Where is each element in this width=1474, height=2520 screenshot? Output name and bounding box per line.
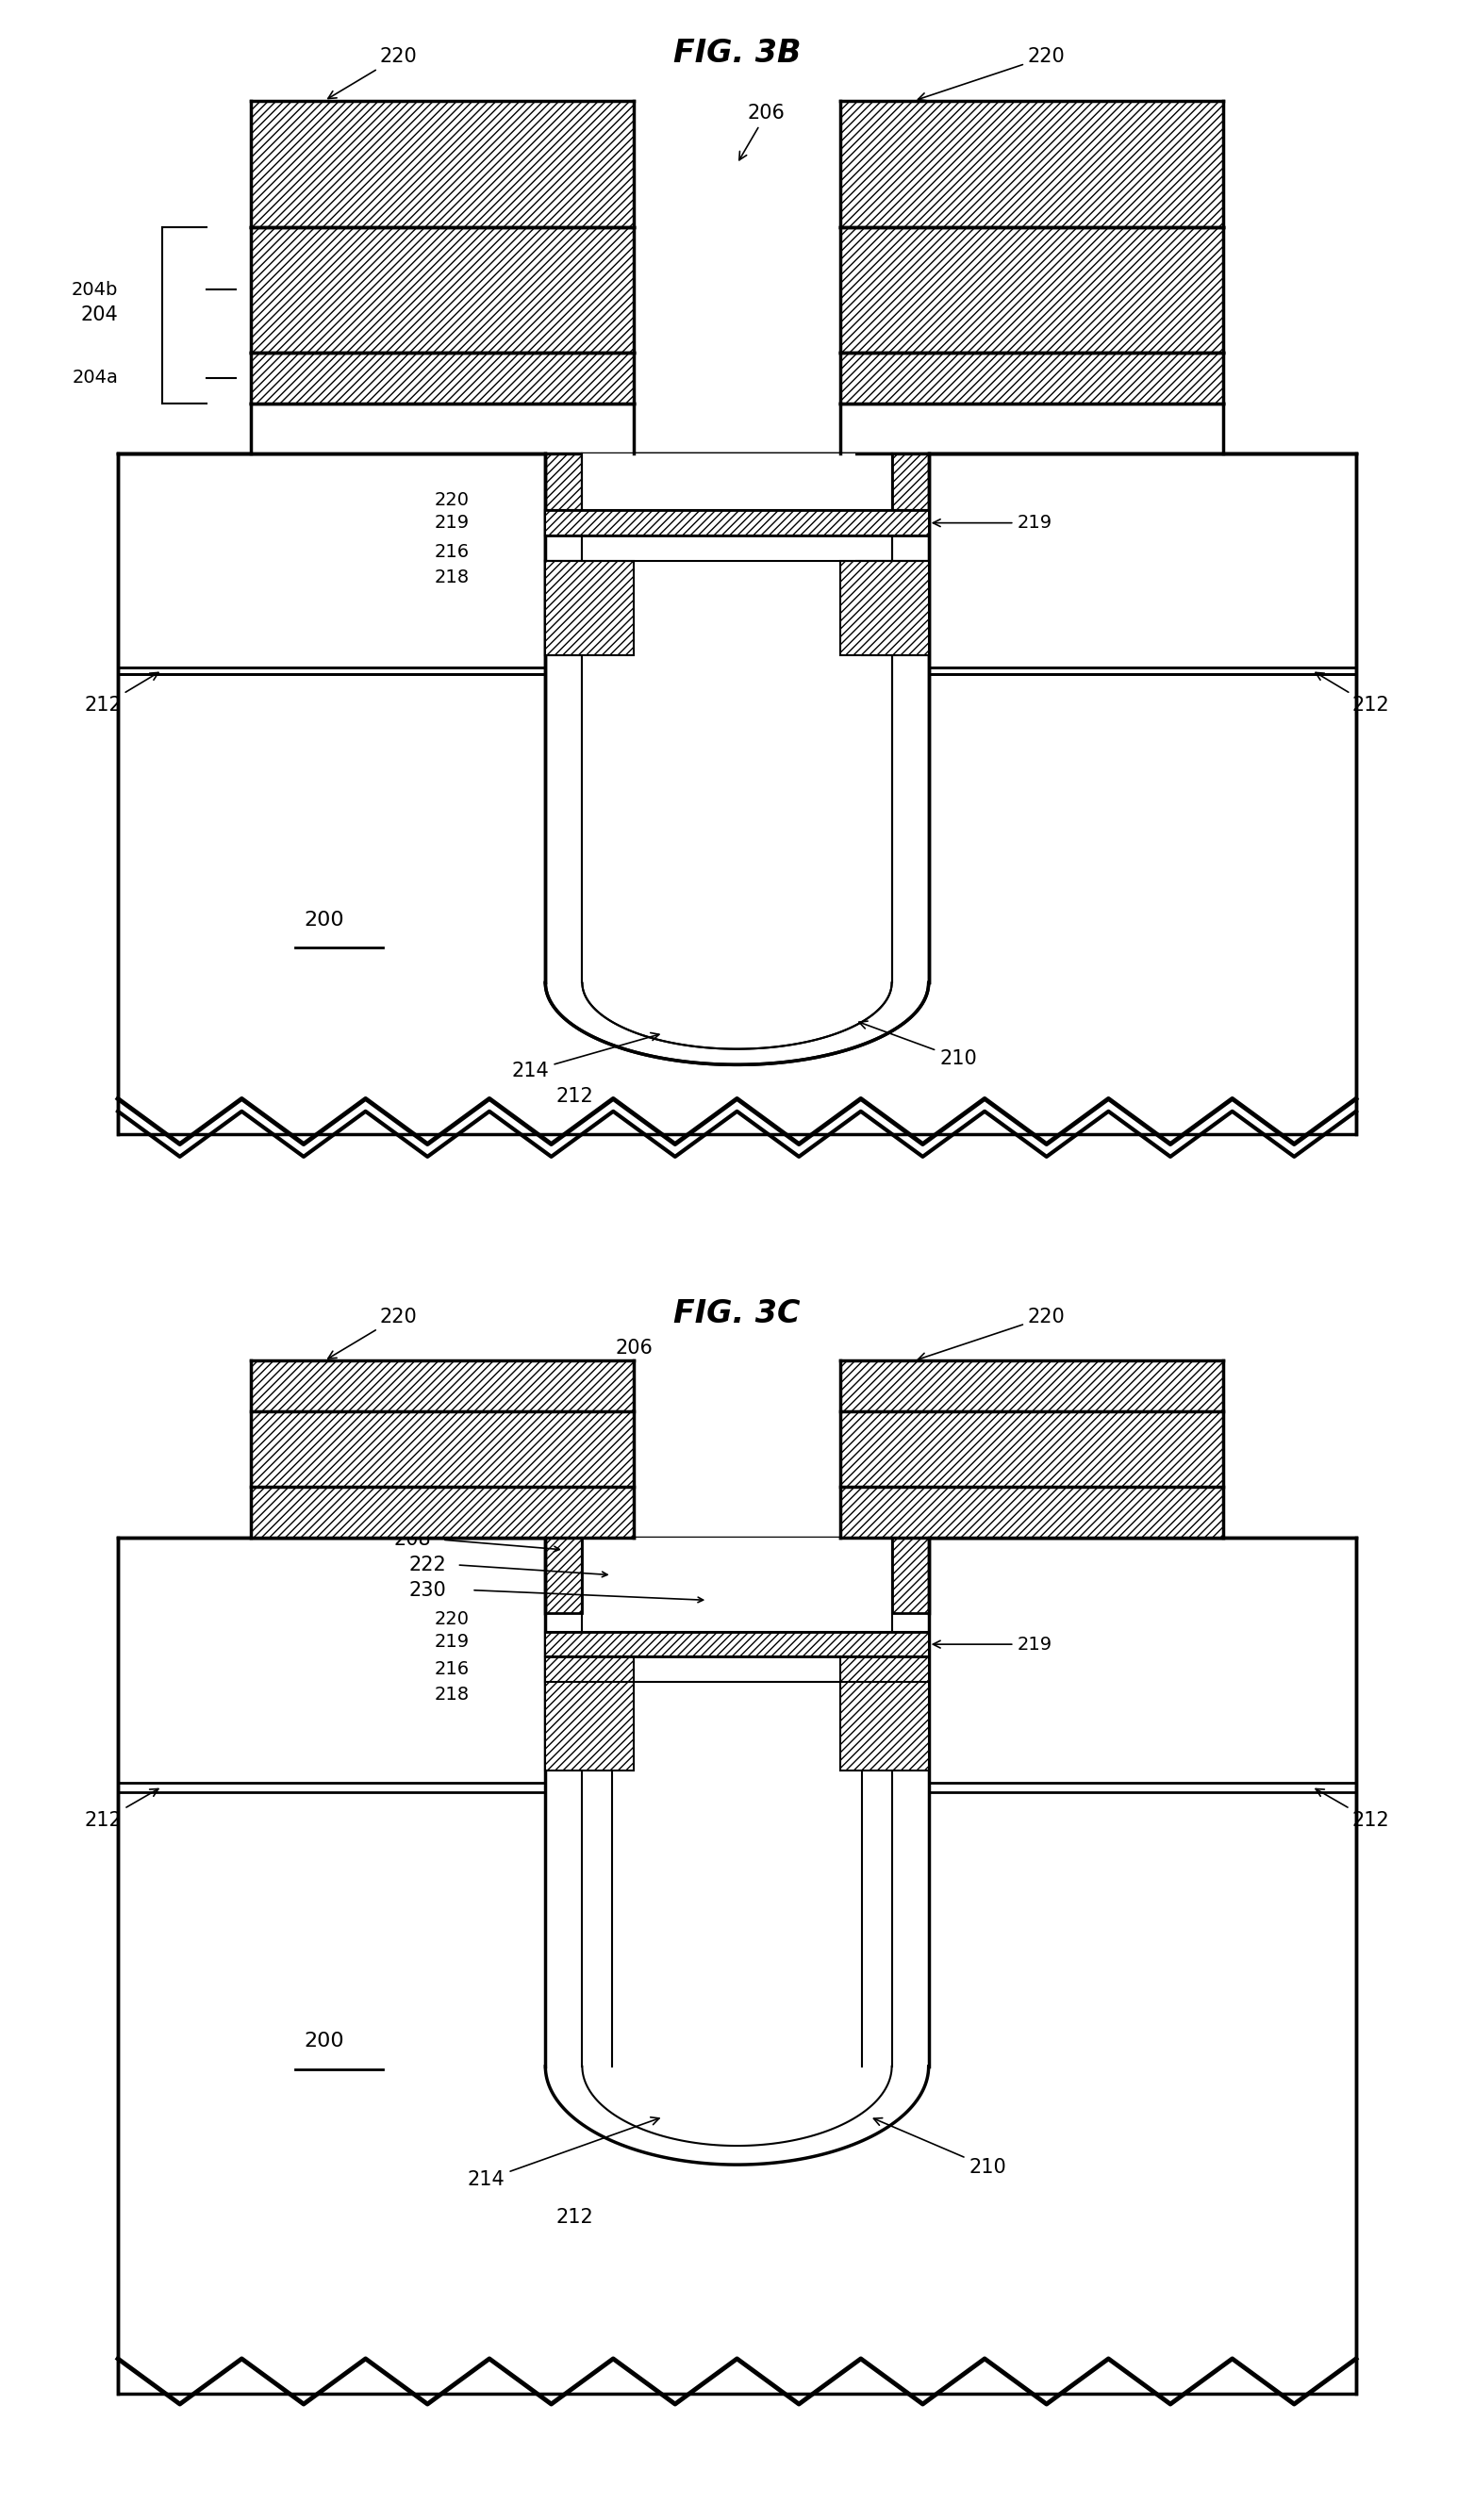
Bar (862, 562, 929, 655)
Bar (840, 101, 1223, 227)
Bar (251, 227, 634, 353)
Bar (118, 1537, 1356, 2394)
Bar (251, 403, 634, 454)
Bar (840, 101, 1223, 227)
Bar (582, 454, 855, 983)
Bar (545, 537, 929, 562)
Text: 218: 218 (435, 1686, 470, 1704)
Text: 200: 200 (304, 2031, 345, 2051)
Text: 212: 212 (1316, 1789, 1390, 1830)
Text: 214: 214 (511, 1033, 659, 1081)
Text: 220: 220 (435, 491, 470, 509)
Text: 200: 200 (304, 910, 345, 930)
Bar (545, 562, 634, 655)
Text: FIG. 3B: FIG. 3B (674, 38, 800, 68)
Text: 212: 212 (84, 1789, 158, 1830)
Text: 210: 210 (874, 2117, 1007, 2177)
Text: 220: 220 (435, 1610, 470, 1628)
Bar (840, 353, 1223, 403)
Text: FIG. 3C: FIG. 3C (674, 1298, 800, 1328)
Bar (545, 454, 929, 983)
Text: 230: 230 (408, 1580, 447, 1600)
Bar (892, 1537, 929, 1613)
Text: 220: 220 (329, 1308, 417, 1358)
Bar (840, 227, 1223, 353)
Text: 222: 222 (408, 1555, 447, 1575)
Bar (251, 101, 634, 227)
Text: 219: 219 (435, 1633, 470, 1651)
Bar (251, 227, 634, 353)
Bar (545, 1633, 929, 1658)
Bar (840, 353, 1223, 403)
Text: 220: 220 (918, 48, 1066, 101)
Text: 212: 212 (556, 1086, 594, 1106)
Bar (545, 509, 929, 537)
Bar (251, 101, 634, 227)
Bar (545, 509, 929, 537)
Text: 222: 222 (585, 1421, 624, 1469)
Text: 206: 206 (738, 103, 786, 161)
Bar (545, 1537, 929, 2066)
Text: 216: 216 (435, 1661, 470, 1678)
Text: 204a: 204a (72, 368, 118, 388)
Text: 212: 212 (84, 673, 158, 716)
Text: 222: 222 (511, 330, 600, 375)
Text: 212: 212 (1316, 673, 1390, 716)
Text: 219: 219 (435, 514, 470, 532)
Bar (840, 1361, 1223, 1411)
Bar (840, 1487, 1223, 1537)
Bar (892, 454, 929, 529)
Bar (251, 1411, 634, 1487)
Bar (251, 353, 634, 403)
Text: 208: 208 (394, 1530, 432, 1550)
Text: 204: 204 (81, 305, 118, 325)
Bar (840, 1658, 929, 1769)
Bar (840, 1411, 1223, 1487)
Text: 214: 214 (467, 2117, 659, 2190)
Text: 216: 216 (435, 542, 470, 562)
Bar (840, 227, 1223, 353)
Bar (251, 1361, 634, 1411)
Bar (118, 454, 1356, 1134)
Bar (251, 353, 634, 403)
Bar (545, 1658, 634, 1769)
Text: 204b: 204b (71, 280, 118, 300)
Text: 218: 218 (435, 567, 470, 587)
Text: 206: 206 (578, 1338, 653, 1414)
Text: 220: 220 (918, 1308, 1066, 1361)
Bar (251, 1487, 634, 1537)
Text: 220: 220 (329, 48, 417, 98)
Text: 212: 212 (556, 2208, 594, 2228)
Text: 219: 219 (933, 1635, 1052, 1653)
Bar (840, 562, 929, 655)
Text: 210: 210 (859, 1021, 977, 1068)
Bar (545, 454, 582, 529)
Bar (545, 562, 612, 655)
Text: 232: 232 (585, 1462, 624, 1482)
Bar (545, 1537, 582, 1613)
Text: 219: 219 (933, 514, 1052, 532)
Text: 208: 208 (394, 280, 560, 318)
Bar (582, 454, 892, 567)
